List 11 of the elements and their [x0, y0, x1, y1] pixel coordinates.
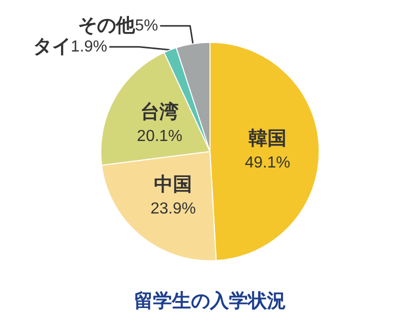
data-label: 23.9% — [150, 200, 196, 218]
data-label: 1.9% — [70, 38, 108, 56]
slice-label: 中国 — [154, 173, 192, 196]
slice-label: 台湾 — [140, 101, 179, 124]
data-label: 20.1% — [136, 128, 182, 146]
slice-label: その他 — [78, 15, 136, 36]
data-label: 49.1% — [244, 154, 290, 172]
text: 留学生の入学状況 — [134, 290, 286, 312]
slice-label: タイ — [32, 36, 71, 58]
data-label: 5% — [134, 17, 158, 34]
slice-label: 韓国 — [248, 127, 287, 150]
